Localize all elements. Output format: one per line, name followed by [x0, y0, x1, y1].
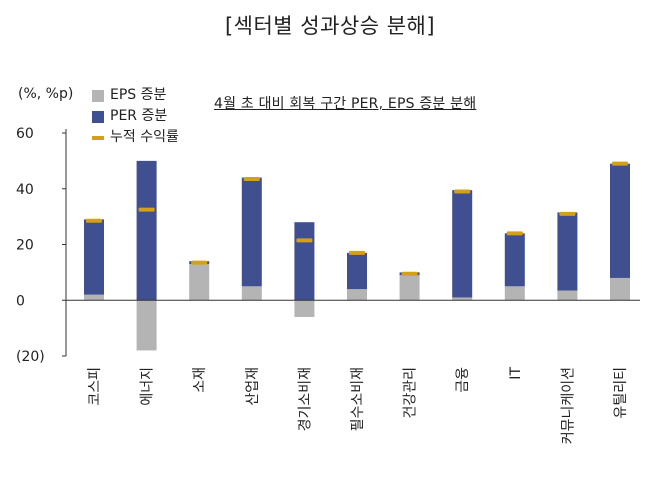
x-tick-label: 에너지: [140, 367, 156, 406]
x-tick-label: 코스피: [87, 367, 103, 406]
x-tick-label: 필수소비재: [350, 367, 366, 431]
legend-label-cumulative: 누적 수익률: [110, 129, 179, 145]
legend-swatch-per: [92, 110, 104, 123]
bar-per: [504, 233, 525, 287]
bar-eps: [241, 286, 262, 301]
bar-eps: [84, 294, 104, 301]
x-tick-label: 경기소비재: [297, 367, 313, 431]
chart-title: [섹터별 성과상승 분해]: [224, 14, 436, 38]
bar-eps: [347, 289, 367, 301]
chart-subtitle: 4월 초 대비 회복 구간 PER, EPS 증분 분해: [214, 96, 477, 112]
marker-cumulative: [559, 211, 576, 216]
x-tick-label: 소재: [192, 367, 208, 393]
marker-cumulative: [191, 260, 208, 265]
legend-label-eps: EPS 증분: [110, 87, 167, 103]
bar-eps: [557, 290, 578, 301]
marker-cumulative: [401, 271, 418, 276]
marker-cumulative: [243, 176, 260, 181]
legend-item-per: PER 증분: [92, 106, 179, 127]
bar-per: [557, 212, 578, 291]
x-tick-label: 커뮤니케이션: [560, 367, 576, 444]
bar-per: [241, 177, 262, 287]
marker-cumulative: [86, 218, 102, 223]
legend-label-per: PER 증분: [110, 108, 168, 124]
y-tick-label: 0: [16, 293, 25, 309]
bar-eps: [136, 300, 157, 351]
bar-eps: [452, 297, 473, 301]
legend-swatch-eps: [92, 89, 104, 102]
legend-item-cumulative: 누적 수익률: [92, 127, 179, 148]
marker-cumulative: [612, 161, 628, 166]
marker-cumulative: [138, 207, 155, 212]
bar-per: [347, 252, 367, 290]
bar-per: [84, 219, 104, 295]
legend: EPS 증분 PER 증분 누적 수익률: [92, 85, 179, 148]
x-tick-label: 유틸리티: [613, 367, 629, 419]
y-tick-label: 40: [16, 182, 34, 198]
bar-eps: [399, 275, 420, 301]
legend-swatch-cumulative: [92, 136, 104, 140]
marker-cumulative: [506, 231, 523, 236]
bar-eps: [504, 286, 525, 301]
x-tick-label: 건강관리: [403, 367, 419, 419]
bar-eps: [610, 277, 630, 301]
bar-per: [294, 222, 315, 301]
bar-eps: [294, 300, 315, 317]
bar-per: [610, 163, 630, 278]
marker-cumulative: [454, 189, 471, 194]
bar-per: [452, 190, 473, 298]
bar-eps: [189, 264, 210, 301]
y-tick-label: 20: [16, 238, 34, 254]
marker-cumulative: [349, 250, 365, 255]
x-tick-label: 산업재: [245, 367, 261, 406]
y-axis-unit: (%, %p): [18, 86, 74, 102]
x-tick-label: IT: [508, 367, 524, 380]
y-tick-label: 60: [16, 126, 34, 142]
bar-per: [136, 160, 157, 301]
legend-item-eps: EPS 증분: [92, 85, 179, 106]
marker-cumulative: [296, 238, 313, 243]
x-tick-label: 금융: [455, 367, 471, 393]
y-tick-label: (20): [16, 349, 45, 365]
